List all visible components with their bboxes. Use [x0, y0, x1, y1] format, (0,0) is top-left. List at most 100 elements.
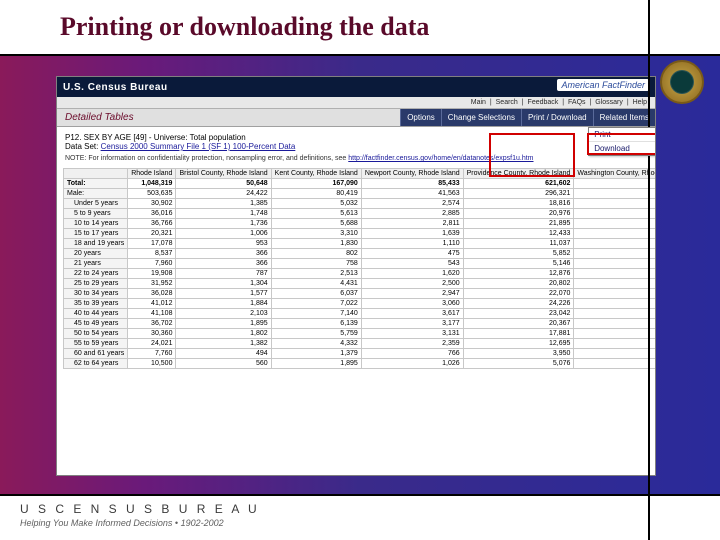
tab-options[interactable]: Options [400, 109, 441, 126]
cell: 36,028 [128, 289, 176, 299]
tab-print-download[interactable]: Print / Download [521, 109, 593, 126]
cell: 953 [176, 239, 271, 249]
cell: 7,022 [271, 299, 361, 309]
nav-feedback[interactable]: Feedback [528, 99, 559, 106]
nav-search[interactable]: Search [496, 99, 518, 106]
dataset-link[interactable]: Census 2000 Summary File 1 (SF 1) 100-Pe… [101, 142, 296, 151]
cell: 58,900 [574, 189, 655, 199]
cell: 2,947 [361, 289, 463, 299]
table-row: Under 5 years30,9021,3855,0322,57418,816… [64, 199, 656, 209]
cell: 1,802 [176, 329, 271, 339]
nav-faqs[interactable]: FAQs [568, 99, 586, 106]
cell: 1,639 [361, 229, 463, 239]
action-tabs: Options Change Selections Print / Downlo… [400, 109, 655, 126]
cell: 80,419 [271, 189, 361, 199]
cell: 1,736 [176, 219, 271, 229]
table-id-title: P12. SEX BY AGE [49] - Universe: Total p… [65, 133, 647, 142]
tab-related-items[interactable]: Related Items [593, 109, 655, 126]
table-meta: P12. SEX BY AGE [49] - Universe: Total p… [57, 127, 655, 164]
cell: 30,360 [128, 329, 176, 339]
cell: 2,148 [574, 239, 655, 249]
cell: 758 [271, 259, 361, 269]
cell: 3,131 [361, 329, 463, 339]
table-row: 60 and 61 years7,7604941,3797663,9501,01… [64, 349, 656, 359]
cell: 12,433 [463, 229, 574, 239]
title-bar: Printing or downloading the data [0, 0, 720, 56]
slide-title: Printing or downloading the data [60, 12, 429, 42]
nav-main[interactable]: Main [471, 99, 486, 106]
top-nav: Main | Search | Feedback | FAQs | Glossa… [57, 97, 655, 109]
cell: 3,950 [463, 349, 574, 359]
cell: 41,012 [128, 299, 176, 309]
cell: 3,315 [574, 339, 655, 349]
row-label: 21 years [64, 259, 128, 269]
data-table: Rhode Island Bristol County, Rhode Islan… [63, 168, 655, 369]
cell: 1,042 [574, 249, 655, 259]
cell: 560 [176, 359, 271, 369]
row-label: 35 to 39 years [64, 299, 128, 309]
cell: 1,379 [271, 349, 361, 359]
cell: 543 [361, 259, 463, 269]
tab-change-selections[interactable]: Change Selections [441, 109, 521, 126]
cell: 11,037 [463, 239, 574, 249]
cell: 2,500 [361, 279, 463, 289]
cell: 2,103 [176, 309, 271, 319]
cell: 1,830 [271, 239, 361, 249]
slide: Printing or downloading the data U.S. Ce… [0, 0, 720, 540]
table-row: 15 to 17 years20,3211,0063,3101,63912,43… [64, 229, 656, 239]
cell: 36,702 [128, 319, 176, 329]
cell: 1,895 [176, 319, 271, 329]
nav-help[interactable]: Help [633, 99, 647, 106]
cell: 2,811 [361, 219, 463, 229]
cell: 23,042 [463, 309, 574, 319]
cell: 3,060 [361, 299, 463, 309]
cell: 5,146 [463, 259, 574, 269]
col-2: Kent County, Rhode Island [271, 169, 361, 179]
cell: 366 [176, 249, 271, 259]
cell: 5,759 [271, 329, 361, 339]
cell: 22,070 [463, 289, 574, 299]
cell: 3,940 [574, 289, 655, 299]
cell: 6,139 [271, 319, 361, 329]
cell: 1,048,319 [128, 179, 176, 189]
cell: 1,620 [361, 269, 463, 279]
cell: 4,388 [574, 329, 655, 339]
row-label: 18 and 19 years [64, 239, 128, 249]
table-row: 62 to 64 years10,5005601,8951,0265,0761,… [64, 359, 656, 369]
cell: 475 [361, 249, 463, 259]
cell: 4,801 [574, 319, 655, 329]
cell: 7,960 [128, 259, 176, 269]
table-row: 21 years7,9603667585435,1461,017 [64, 259, 656, 269]
cell: 366 [176, 259, 271, 269]
cell: 30,902 [128, 199, 176, 209]
col-blank [64, 169, 128, 179]
col-3: Newport County, Rhode Island [361, 169, 463, 179]
table-row: 55 to 59 years24,0211,3824,3322,35912,69… [64, 339, 656, 349]
row-label: Total: [64, 179, 128, 189]
cell: 494 [176, 349, 271, 359]
row-label: 25 to 29 years [64, 279, 128, 289]
cell: 85,433 [361, 179, 463, 189]
row-label: 62 to 64 years [64, 359, 128, 369]
cell: 20,802 [463, 279, 574, 289]
table-row: 35 to 39 years41,0121,8847,0223,06024,22… [64, 299, 656, 309]
menu-download[interactable]: Download [589, 142, 656, 155]
nav-glossary[interactable]: Glossary [595, 99, 623, 106]
row-label: 5 to 9 years [64, 209, 128, 219]
cell: 1,884 [176, 299, 271, 309]
cell: 1,385 [176, 199, 271, 209]
menu-print[interactable]: Print [589, 128, 656, 142]
note-link[interactable]: http://factfinder.census.gov/home/en/dat… [348, 155, 533, 162]
cell: 2,885 [361, 209, 463, 219]
cell: 41,563 [361, 189, 463, 199]
cell: 1,017 [574, 259, 655, 269]
data-table-wrap: Rhode Island Bristol County, Rhode Islan… [57, 164, 655, 373]
cell: 1,304 [176, 279, 271, 289]
cell: 2,915 [574, 279, 655, 289]
col-4: Providence County, Rhode Island [463, 169, 574, 179]
row-label: 40 to 44 years [64, 309, 128, 319]
cell: 19,908 [128, 269, 176, 279]
cell: 1,006 [176, 229, 271, 239]
cell: 2,112 [574, 269, 655, 279]
cell: 10,500 [128, 359, 176, 369]
